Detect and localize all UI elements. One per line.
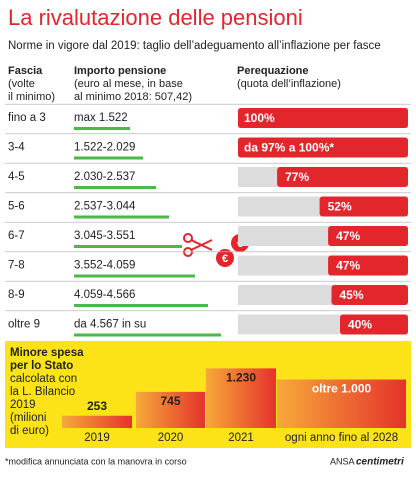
spesa-title: per lo Stato [10, 360, 73, 372]
bar [340, 314, 408, 335]
importo-underline [74, 245, 182, 248]
title: La rivalutazione delle pensioni [8, 5, 303, 30]
fascia: 8-9 [8, 289, 25, 301]
spesa-description: la L. Bilancio [10, 386, 75, 398]
spesa-description: (milioni [10, 412, 46, 424]
fascia: 3-4 [8, 142, 25, 154]
column-header: al minimo 2018: 507,42) [74, 91, 192, 103]
bar-label: 40% [348, 318, 372, 332]
bar [319, 196, 408, 217]
importo: 2.030-2.537 [74, 171, 135, 183]
column-header: Perequazione [237, 65, 309, 77]
bar-label: 47% [336, 229, 360, 243]
euro-icon [216, 249, 234, 267]
fascia: oltre 9 [8, 319, 40, 331]
spesa-value-label: 1.230 [226, 371, 256, 385]
spesa-description: 2019 [10, 399, 36, 411]
importo: 1.522-2.029 [74, 142, 135, 154]
importo-underline [74, 215, 169, 219]
spesa-title: Minore spesa [10, 347, 84, 359]
column-header: Fascia [8, 65, 43, 77]
spesa-category: ogni anno fino al 2028 [285, 432, 398, 444]
spesa-bar [62, 415, 132, 428]
bar [277, 167, 408, 187]
fascia: 5-6 [8, 201, 25, 213]
column-header: Importo pensione [74, 65, 166, 77]
importo: 3.045-3.551 [74, 230, 135, 242]
fascia: 6-7 [8, 230, 25, 242]
spesa-category: 2021 [228, 432, 254, 444]
column-header: (euro al mese, in base [74, 78, 183, 90]
credit: ANSA [330, 456, 355, 466]
spesa-bar [277, 379, 406, 428]
importo: 2.537-3.044 [74, 201, 136, 213]
bar-label: da 97% a 100%* [244, 141, 334, 155]
bar [328, 255, 408, 276]
spesa-description: di euro) [10, 425, 49, 437]
spesa-category: 2020 [158, 432, 184, 444]
column-header: il minimo) [8, 91, 55, 103]
subtitle: Norme in vigore dal 2019: taglio dell’ad… [8, 40, 381, 52]
column-header: (quota dell’inflazione) [237, 78, 341, 90]
bar-label: 52% [328, 200, 352, 214]
spesa-category: 2019 [84, 432, 110, 444]
fascia: 7-8 [8, 260, 25, 272]
importo: da 4.567 in su [74, 319, 146, 331]
credit: centimetri [356, 457, 404, 468]
importo: 4.059-4.566 [74, 289, 135, 301]
spesa-value-label: 253 [87, 399, 107, 413]
footnote: *modifica annunciata con la manovra in c… [5, 456, 187, 466]
importo: 3.552-4.059 [74, 260, 135, 272]
bar [331, 285, 408, 305]
column-header: (volte [8, 78, 35, 90]
scissors-icon [183, 233, 213, 257]
spesa-bar [136, 391, 205, 428]
fascia: fino a 3 [8, 112, 46, 124]
importo: max 1.522 [74, 112, 128, 124]
bar-label: 45% [340, 288, 364, 302]
importo-underline [74, 156, 143, 160]
importo-underline [74, 333, 221, 337]
spesa-value-label: 745 [160, 394, 180, 408]
bar-label: 100% [244, 111, 275, 125]
spesa-description: calcolata con [10, 373, 77, 385]
spesa-value-label: oltre 1.000 [312, 382, 372, 396]
bar [238, 137, 408, 158]
bar-label: 47% [336, 259, 360, 273]
spesa-bar [206, 368, 276, 428]
importo-underline [74, 186, 156, 189]
importo-underline [74, 127, 130, 130]
euro-symbol: € [222, 253, 228, 265]
fascia: 4-5 [8, 171, 25, 183]
bar [238, 108, 408, 128]
importo-underline [74, 274, 195, 278]
importo-underline [74, 304, 208, 307]
bar-label: 77% [285, 170, 309, 184]
bar [328, 226, 408, 246]
